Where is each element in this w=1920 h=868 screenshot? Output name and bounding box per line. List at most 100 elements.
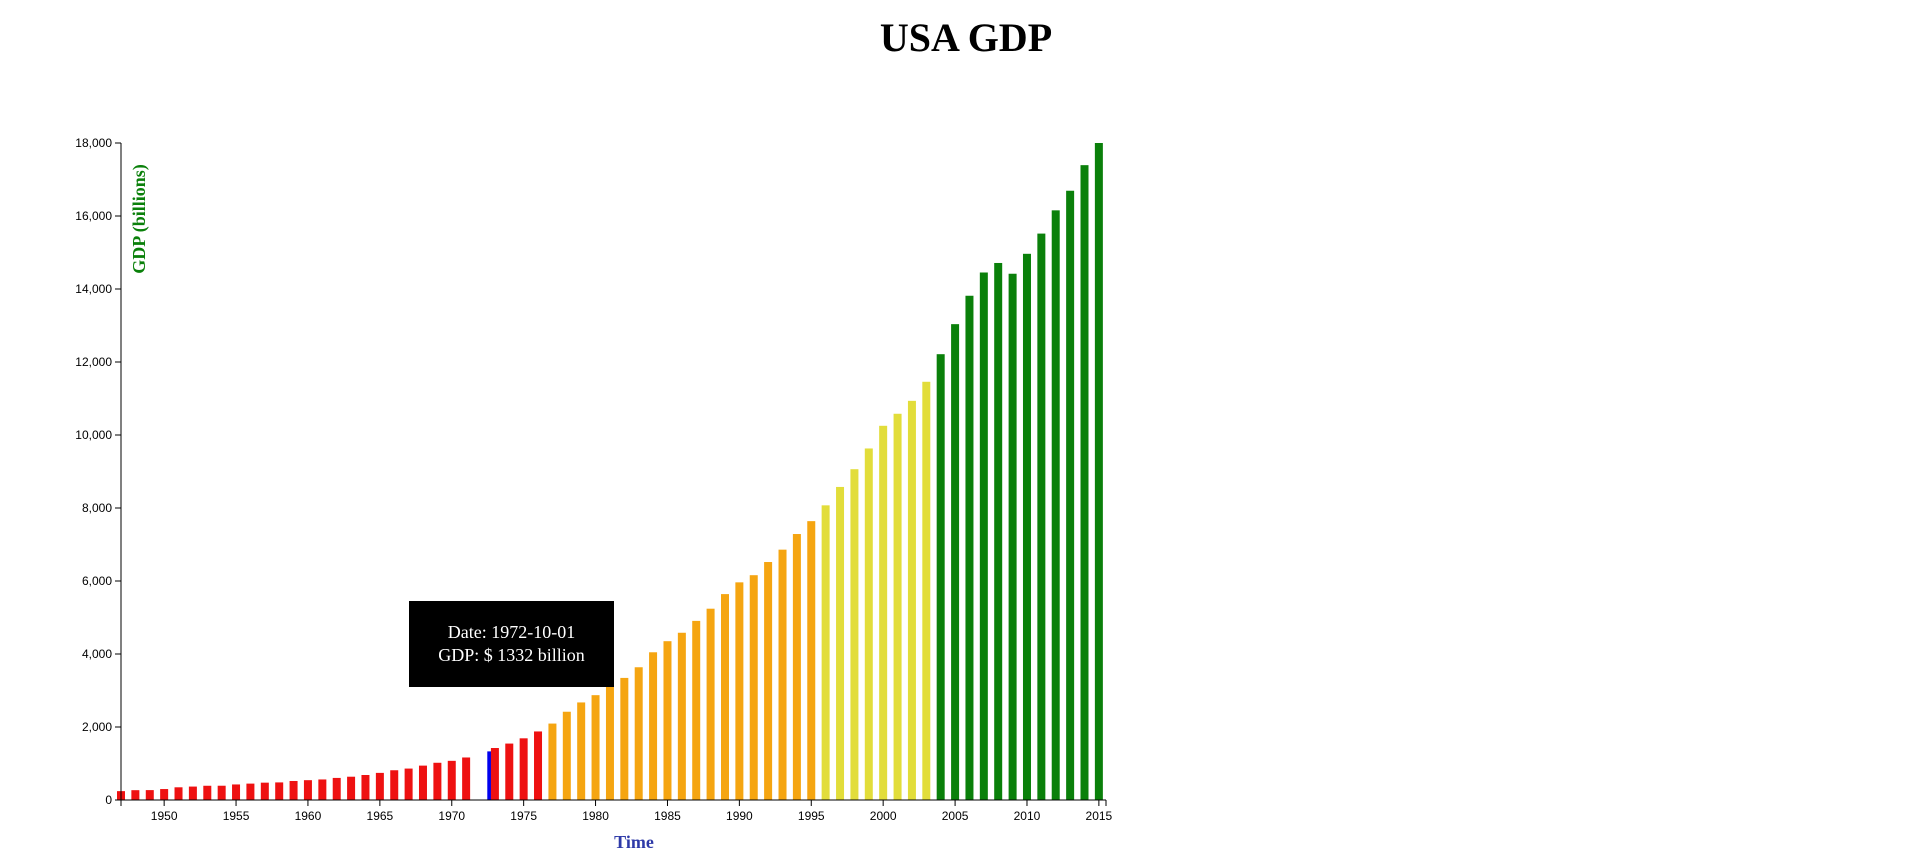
bar-1971[interactable]	[462, 757, 470, 800]
bar-1977[interactable]	[548, 724, 556, 800]
bar-1978[interactable]	[563, 712, 571, 800]
x-tick-label: 1975	[510, 809, 537, 823]
bar-1990[interactable]	[735, 582, 743, 800]
bar-1980[interactable]	[592, 695, 600, 800]
x-tick-label: 2010	[1014, 809, 1041, 823]
bar-1981[interactable]	[606, 684, 614, 800]
bar-1962[interactable]	[333, 778, 341, 800]
bar-1995[interactable]	[807, 521, 815, 800]
bar-1970[interactable]	[448, 761, 456, 800]
bar-1953[interactable]	[203, 786, 211, 800]
bar-2001[interactable]	[894, 414, 902, 800]
bar-1957[interactable]	[261, 783, 269, 800]
y-tick-label: 12,000	[75, 355, 112, 369]
bar-1968[interactable]	[419, 766, 427, 800]
x-tick-label: 2000	[870, 809, 897, 823]
bar-1994[interactable]	[793, 534, 801, 800]
bar-2004[interactable]	[937, 354, 945, 800]
x-tick-label: 1955	[223, 809, 250, 823]
bar-1961[interactable]	[318, 779, 326, 800]
bar-1965[interactable]	[376, 773, 384, 800]
bar-1973[interactable]	[491, 748, 499, 800]
tooltip-date: Date: 1972-10-01	[448, 621, 575, 644]
x-axis-title: Time	[614, 832, 654, 852]
bar-2009[interactable]	[1009, 274, 1017, 800]
x-tick-label: 1950	[151, 809, 178, 823]
bar-1991[interactable]	[750, 575, 758, 800]
bar-1950[interactable]	[160, 789, 168, 800]
bar-1958[interactable]	[275, 782, 283, 800]
bar-1992[interactable]	[764, 562, 772, 800]
y-tick-label: 14,000	[75, 282, 112, 296]
bar-1988[interactable]	[707, 609, 715, 800]
x-tick-label: 2005	[942, 809, 969, 823]
tooltip-gdp: GDP: $ 1332 billion	[438, 644, 585, 667]
bar-1975[interactable]	[520, 738, 528, 800]
bar-2014[interactable]	[1081, 165, 1089, 800]
y-tick-label: 0	[105, 793, 112, 807]
bar-2015[interactable]	[1095, 143, 1103, 800]
bar-1954[interactable]	[218, 786, 226, 800]
x-tick-label: 1995	[798, 809, 825, 823]
y-tick-label: 18,000	[75, 136, 112, 150]
bar-1963[interactable]	[347, 777, 355, 800]
bar-2013[interactable]	[1066, 191, 1074, 800]
bar-1967[interactable]	[405, 769, 413, 800]
bar-1952[interactable]	[189, 787, 197, 800]
x-tick-label: 1970	[438, 809, 465, 823]
bar-1997[interactable]	[836, 487, 844, 800]
bar-2012[interactable]	[1052, 210, 1060, 800]
bar-1983[interactable]	[635, 667, 643, 800]
bar-1998[interactable]	[850, 469, 858, 800]
y-tick-label: 8,000	[82, 501, 112, 515]
x-tick-label: 1965	[367, 809, 394, 823]
bars-group	[117, 143, 1103, 800]
bar-1982[interactable]	[620, 678, 628, 800]
x-axis: 1950 1955 1960 1965 1970 1975 1980 1985 1990 1995…	[121, 800, 1113, 823]
bar-1951[interactable]	[175, 787, 183, 800]
y-tick-label: 4,000	[82, 647, 112, 661]
y-tick-label: 16,000	[75, 209, 112, 223]
bar-1960[interactable]	[304, 780, 312, 800]
bar-1985[interactable]	[663, 641, 671, 800]
bar-1955[interactable]	[232, 784, 240, 800]
x-tick-label: 1985	[654, 809, 681, 823]
bar-1986[interactable]	[678, 633, 686, 800]
y-tick-label: 10,000	[75, 428, 112, 442]
bar-2010[interactable]	[1023, 254, 1031, 800]
bar-1966[interactable]	[390, 770, 398, 800]
bar-1956[interactable]	[246, 784, 254, 800]
bar-1993[interactable]	[779, 550, 787, 800]
y-tick-label: 2,000	[82, 720, 112, 734]
bar-2006[interactable]	[965, 296, 973, 800]
bar-1979[interactable]	[577, 702, 585, 800]
bar-1969[interactable]	[433, 763, 441, 800]
bar-1989[interactable]	[721, 594, 729, 800]
y-axis: 0 2,000 4,000 6,000 8,000 10,000 12,000 14,000 1…	[75, 136, 121, 807]
bar-2011[interactable]	[1037, 234, 1045, 800]
bar-1949[interactable]	[146, 790, 154, 800]
bar-1964[interactable]	[361, 775, 369, 800]
bar-2002[interactable]	[908, 401, 916, 800]
bar-1987[interactable]	[692, 621, 700, 800]
y-tick-label: 6,000	[82, 574, 112, 588]
bar-1959[interactable]	[290, 781, 298, 800]
x-tick-label: 1960	[295, 809, 322, 823]
bar-2007[interactable]	[980, 273, 988, 801]
bar-2008[interactable]	[994, 263, 1002, 800]
bar-2005[interactable]	[951, 324, 959, 800]
x-tick-label: 1980	[582, 809, 609, 823]
bar-1948[interactable]	[131, 790, 139, 800]
tooltip: Date: 1972-10-01 GDP: $ 1332 billion	[409, 601, 614, 687]
bar-1974[interactable]	[505, 744, 513, 800]
bar-1996[interactable]	[822, 505, 830, 800]
bar-1999[interactable]	[865, 448, 873, 800]
y-axis-title: GDP (billions)	[129, 164, 150, 274]
bar-2003[interactable]	[922, 382, 930, 800]
x-tick-label: 2015	[1086, 809, 1113, 823]
bar-2000[interactable]	[879, 426, 887, 800]
x-tick-label: 1990	[726, 809, 753, 823]
bar-1984[interactable]	[649, 652, 657, 800]
bar-1976[interactable]	[534, 731, 542, 800]
